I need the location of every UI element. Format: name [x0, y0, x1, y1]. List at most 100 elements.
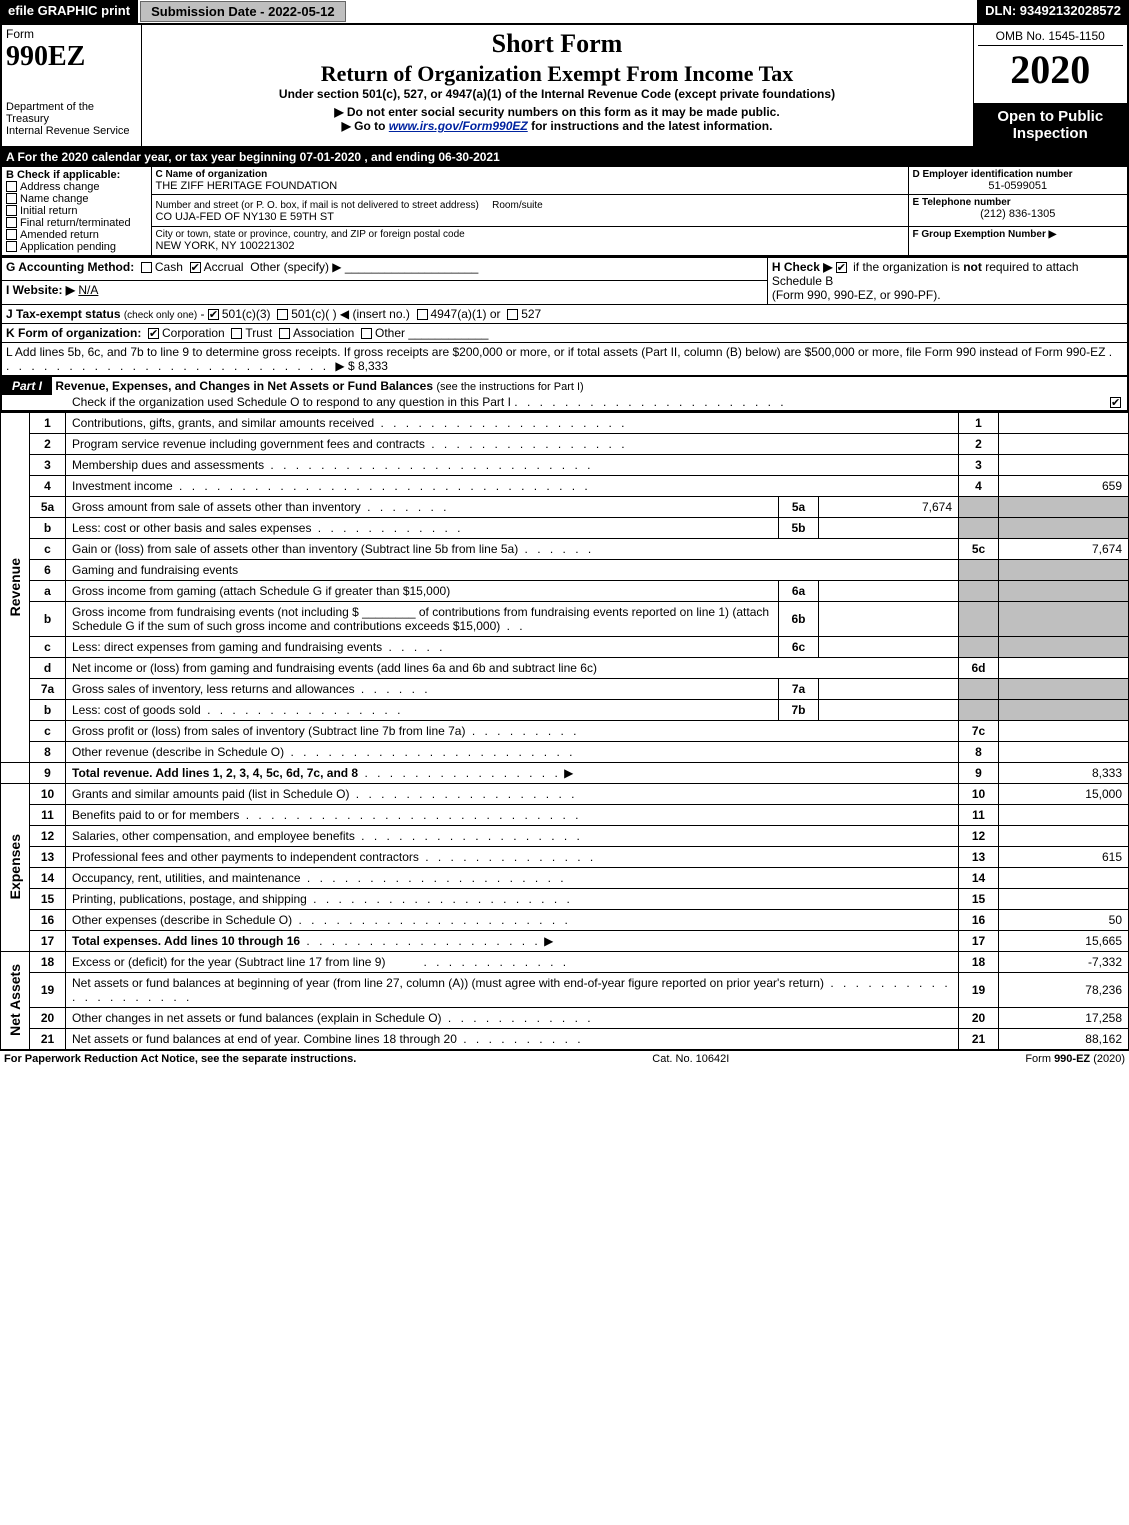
- form-ref: Form 990-EZ (2020): [1025, 1053, 1125, 1065]
- corp-checkbox[interactable]: [148, 328, 159, 339]
- short-form-title: Short Form: [146, 29, 969, 59]
- line-17-text: Total expenses. Add lines 10 through 16: [72, 934, 300, 948]
- go-to-line: ▶ Go to www.irs.gov/Form990EZ for instru…: [146, 119, 969, 133]
- section-b: B Check if applicable: Address change Na…: [1, 166, 151, 256]
- line-13: 13 Professional fees and other payments …: [1, 846, 1129, 867]
- line-5a: 5a Gross amount from sale of assets othe…: [1, 496, 1129, 517]
- assoc-checkbox[interactable]: [279, 328, 290, 339]
- paperwork-notice: For Paperwork Reduction Act Notice, see …: [4, 1053, 356, 1065]
- application-pending-checkbox[interactable]: [6, 241, 17, 252]
- l-amount: ▶ $ 8,333: [335, 359, 388, 373]
- line-5c-amt: 7,674: [999, 538, 1129, 559]
- line-6c: c Less: direct expenses from gaming and …: [1, 636, 1129, 657]
- telephone-label: E Telephone number: [913, 197, 1124, 208]
- city-label: City or town, state or province, country…: [156, 229, 904, 240]
- address-change-checkbox[interactable]: [6, 181, 17, 192]
- line-1-text: Contributions, gifts, grants, and simila…: [72, 416, 374, 430]
- i-label: I Website: ▶: [6, 283, 75, 297]
- section-k: K Form of organization: Corporation Trus…: [1, 323, 1128, 342]
- street-value: CO UJA-FED OF NY130 E 59TH ST: [156, 211, 904, 223]
- street-label: Number and street (or P. O. box, if mail…: [156, 200, 479, 211]
- 501c-checkbox[interactable]: [277, 309, 288, 320]
- header-left: Form 990EZ Department of the Treasury In…: [1, 24, 141, 147]
- line-20-amt: 17,258: [999, 1007, 1129, 1028]
- j-label: J Tax-exempt status: [6, 307, 124, 321]
- section-b-label: B Check if applicable:: [6, 169, 147, 181]
- line-3-text: Membership dues and assessments: [72, 458, 264, 472]
- h-checkbox[interactable]: [836, 262, 847, 273]
- line-10: Expenses 10 Grants and similar amounts p…: [1, 783, 1129, 804]
- line-5c: c Gain or (loss) from sale of assets oth…: [1, 538, 1129, 559]
- initial-return-checkbox[interactable]: [6, 205, 17, 216]
- accrual-checkbox[interactable]: [190, 262, 201, 273]
- section-c-city: City or town, state or province, country…: [151, 226, 908, 255]
- opt-amended-return: Amended return: [20, 229, 99, 241]
- go-to-pre: ▶ Go to: [342, 119, 389, 133]
- k-o4: Other: [375, 326, 405, 340]
- line-6: 6 Gaming and fundraising events: [1, 559, 1129, 580]
- line-4: 4 Investment income . . . . . . . . . . …: [1, 475, 1129, 496]
- 4947-checkbox[interactable]: [417, 309, 428, 320]
- line-6a-text: Gross income from gaming (attach Schedul…: [72, 584, 450, 598]
- form-number: 990EZ: [6, 41, 137, 73]
- j-o3: 4947(a)(1) or: [431, 307, 501, 321]
- no-ssn-notice: ▶ Do not enter social security numbers o…: [146, 105, 969, 119]
- line-14: 14 Occupancy, rent, utilities, and maint…: [1, 867, 1129, 888]
- trust-checkbox[interactable]: [231, 328, 242, 339]
- section-j: J Tax-exempt status (check only one) - 5…: [1, 304, 1128, 323]
- opt-initial-return: Initial return: [20, 205, 77, 217]
- 501c3-checkbox[interactable]: [208, 309, 219, 320]
- line-7b-text: Less: cost of goods sold: [72, 703, 201, 717]
- line-18: Net Assets 18 Excess or (deficit) for th…: [1, 951, 1129, 972]
- irs-label: Internal Revenue Service: [6, 125, 137, 137]
- line-5c-text: Gain or (loss) from sale of assets other…: [72, 542, 518, 556]
- go-to-post: for instructions and the latest informat…: [531, 119, 772, 133]
- line-12: 12 Salaries, other compensation, and emp…: [1, 825, 1129, 846]
- line-14-text: Occupancy, rent, utilities, and maintena…: [72, 871, 301, 885]
- line-9-text: Total revenue. Add lines 1, 2, 3, 4, 5c,…: [72, 766, 358, 780]
- line-11: 11 Benefits paid to or for members . . .…: [1, 804, 1129, 825]
- amended-return-checkbox[interactable]: [6, 229, 17, 240]
- schedule-o-checkbox[interactable]: [1110, 397, 1121, 408]
- irs-link[interactable]: www.irs.gov/Form990EZ: [389, 119, 528, 133]
- k-o2: Trust: [245, 326, 272, 340]
- line-20: 20 Other changes in net assets or fund b…: [1, 1007, 1129, 1028]
- k-o3: Association: [293, 326, 354, 340]
- section-d: D Employer identification number 51-0599…: [908, 166, 1128, 195]
- line-5b-text: Less: cost or other basis and sales expe…: [72, 521, 311, 535]
- section-e: E Telephone number (212) 836-1305: [908, 195, 1128, 227]
- line-7c: c Gross profit or (loss) from sales of i…: [1, 720, 1129, 741]
- line-7a: 7a Gross sales of inventory, less return…: [1, 678, 1129, 699]
- topbar: efile GRAPHIC print Submission Date - 20…: [0, 0, 1129, 23]
- ein-label: D Employer identification number: [913, 169, 1124, 180]
- line-18-text: Excess or (deficit) for the year (Subtra…: [72, 955, 385, 969]
- line-1-num: 1: [30, 412, 66, 433]
- opt-application-pending: Application pending: [20, 241, 116, 253]
- tax-year: 2020: [978, 46, 1124, 93]
- line-8: 8 Other revenue (describe in Schedule O)…: [1, 741, 1129, 762]
- lines-table: Revenue 1 Contributions, gifts, grants, …: [0, 412, 1129, 1050]
- section-g: G Accounting Method: Cash Accrual Other …: [1, 257, 767, 281]
- efile-graphic-print[interactable]: efile GRAPHIC print: [0, 0, 138, 23]
- line-9: 9 Total revenue. Add lines 1, 2, 3, 4, 5…: [1, 762, 1129, 783]
- line-6-text: Gaming and fundraising events: [72, 563, 238, 577]
- other-org-checkbox[interactable]: [361, 328, 372, 339]
- ein-value: 51-0599051: [913, 180, 1124, 192]
- line-19: 19 Net assets or fund balances at beginn…: [1, 972, 1129, 1007]
- line-21-amt: 88,162: [999, 1028, 1129, 1049]
- j-o1: 501(c)(3): [222, 307, 271, 321]
- line-13-amt: 615: [999, 846, 1129, 867]
- revenue-side-label: Revenue: [7, 558, 23, 616]
- 527-checkbox[interactable]: [507, 309, 518, 320]
- section-i: I Website: ▶ N/A: [1, 281, 767, 305]
- expenses-side-label: Expenses: [7, 834, 23, 899]
- name-change-checkbox[interactable]: [6, 193, 17, 204]
- part-i-check-text: Check if the organization used Schedule …: [2, 395, 511, 409]
- line-7a-text: Gross sales of inventory, less returns a…: [72, 682, 355, 696]
- section-c-name: C Name of organization THE ZIFF HERITAGE…: [151, 166, 908, 195]
- cash-checkbox[interactable]: [141, 262, 152, 273]
- room-suite-label: Room/suite: [492, 200, 543, 211]
- final-return-checkbox[interactable]: [6, 217, 17, 228]
- section-h: H Check ▶ if the organization is not req…: [767, 257, 1128, 304]
- line-6d: d Net income or (loss) from gaming and f…: [1, 657, 1129, 678]
